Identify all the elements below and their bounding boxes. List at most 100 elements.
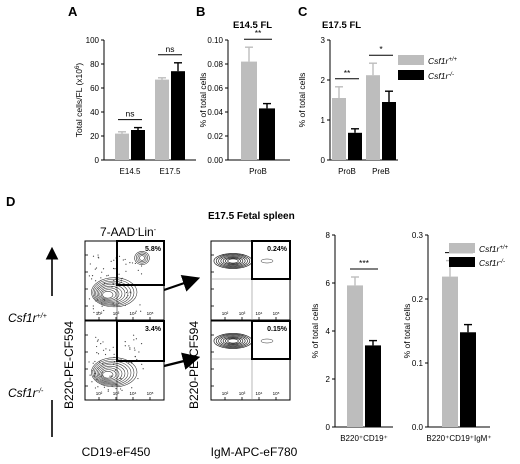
event-dot xyxy=(110,260,112,262)
population-contour xyxy=(134,251,150,265)
bar-ko xyxy=(365,345,381,427)
event-dot xyxy=(93,311,95,314)
event-dot xyxy=(101,271,103,273)
population-contour xyxy=(139,255,145,261)
y-tick-label: 4 xyxy=(326,327,331,336)
event-dot xyxy=(88,275,90,277)
event-dot xyxy=(95,336,97,338)
density-contour xyxy=(222,256,244,266)
plot-tick-label: 10³ xyxy=(113,311,120,316)
event-dot xyxy=(139,304,141,306)
y-axis-label: % of total cells xyxy=(310,304,320,359)
plot-tick-label: 10⁴ xyxy=(130,311,137,316)
y-tick-label: 3 xyxy=(321,36,326,45)
gate-percentage: 0.15% xyxy=(267,326,288,333)
y-tick-label: 0 xyxy=(326,423,331,432)
density-contour xyxy=(95,282,129,304)
event-dot xyxy=(107,390,109,392)
event-dot xyxy=(89,374,91,376)
y-tick-label: 0 xyxy=(95,156,100,165)
right-y-axis-label: B220-PE-CF594 xyxy=(187,321,201,409)
event-dot xyxy=(113,353,115,356)
density-contour xyxy=(99,287,120,301)
gate-title: 7-AAD-Lin- xyxy=(100,225,157,239)
event-dot xyxy=(134,262,136,265)
event-dot xyxy=(141,363,143,366)
event-dot xyxy=(88,298,91,300)
gate-percentage: 5.8% xyxy=(145,246,162,253)
chart-d1: 0 2 4 6 8 % of total cells B220⁺CD19⁺ *** xyxy=(310,231,393,443)
y-tick-label: 0.00 xyxy=(207,156,223,165)
event-dot xyxy=(103,386,106,388)
legend-label-wt: Csf1r+/+ xyxy=(479,244,508,254)
event-dot xyxy=(109,375,111,377)
bar-wt xyxy=(347,285,363,427)
event-dot xyxy=(97,386,99,388)
event-dot xyxy=(97,339,99,341)
event-dot xyxy=(88,361,90,363)
event-dot xyxy=(113,259,115,261)
event-dot xyxy=(99,373,101,375)
plot-tick-label: 10⁵ xyxy=(273,311,280,316)
x-tick-label: ProB xyxy=(249,167,267,176)
panel-letter-d: D xyxy=(6,194,15,209)
y-tick-label: 0.10 xyxy=(207,36,223,45)
plot-tick-label: 10⁴ xyxy=(130,391,137,396)
bar-ko xyxy=(259,108,275,160)
event-dot xyxy=(134,349,136,351)
event-dot xyxy=(92,305,94,307)
event-dot xyxy=(113,304,115,307)
event-dot xyxy=(113,361,116,363)
event-dot xyxy=(119,388,122,390)
event-dot xyxy=(115,387,117,390)
y-tick-label: 60 xyxy=(90,84,99,93)
density-contour xyxy=(215,254,251,268)
gate-arrow-wt xyxy=(163,274,201,292)
event-dot xyxy=(91,381,93,383)
event-dot xyxy=(135,338,138,340)
legend-label-ko: Csf1r-/- xyxy=(428,71,454,81)
bar-ko xyxy=(348,132,362,160)
event-dot xyxy=(95,300,97,302)
event-dot xyxy=(93,375,95,377)
density-contour xyxy=(96,284,126,303)
event-dot xyxy=(126,297,128,299)
plot-tick-label: 10⁵ xyxy=(147,391,154,396)
density-contour xyxy=(93,360,132,385)
y-tick-label: 20 xyxy=(90,132,99,141)
event-dot xyxy=(92,255,95,257)
x-tick-label: B220⁺CD19⁺IgM⁺ xyxy=(426,434,491,443)
legend-swatch-wt xyxy=(398,55,424,65)
y-tick-label: 0 xyxy=(321,156,326,165)
density-contour xyxy=(91,277,138,308)
event-dot xyxy=(119,377,121,379)
right-x-axis-label: IgM-APC-eF780 xyxy=(211,445,298,459)
y-tick-label: 0.04 xyxy=(207,108,223,117)
density-contour xyxy=(92,359,135,387)
panel-letter-b: B xyxy=(196,4,205,19)
event-dot xyxy=(101,372,103,374)
row-label-wt: Csf1r+/+ xyxy=(8,311,47,325)
event-dot xyxy=(92,362,94,364)
event-dot xyxy=(113,356,115,359)
population-contour xyxy=(260,338,274,344)
density-contour xyxy=(100,369,117,380)
density-contour xyxy=(225,337,241,345)
y-axis-label: % of total cells xyxy=(297,73,307,128)
event-dot xyxy=(112,346,114,348)
density-contour xyxy=(225,257,241,265)
event-dot xyxy=(104,299,106,301)
y-tick-label: 0.2 xyxy=(412,295,424,304)
plot-tick-label: 10⁴ xyxy=(256,391,263,396)
y-tick-label: 0.1 xyxy=(412,359,424,368)
event-dot xyxy=(97,353,100,355)
event-dot xyxy=(94,372,96,375)
flow-plot: 10² 10³ 10⁴ 10⁵ 3.4% xyxy=(84,320,165,401)
event-dot xyxy=(122,259,124,261)
y-axis-label: % of total cells xyxy=(402,304,412,359)
plot-tick-label: 10⁵ xyxy=(147,311,154,316)
event-dot xyxy=(133,339,135,341)
density-contour xyxy=(218,334,248,348)
x-tick-label: ProB xyxy=(338,167,356,176)
event-dot xyxy=(134,356,136,358)
